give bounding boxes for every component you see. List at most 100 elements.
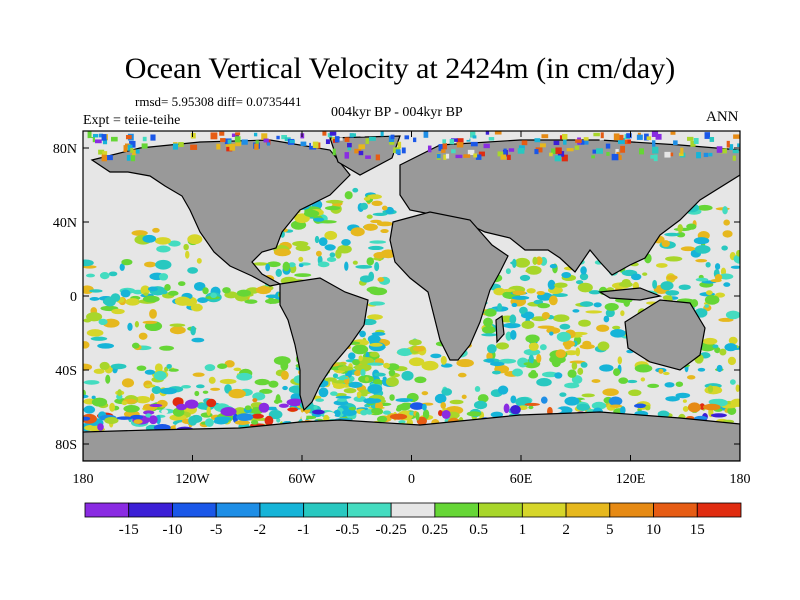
velocity-blob xyxy=(661,240,670,248)
arctic-noise-cell xyxy=(574,145,580,150)
velocity-blob xyxy=(370,219,382,224)
velocity-blob xyxy=(599,364,614,372)
velocity-blob xyxy=(217,363,228,369)
velocity-blob xyxy=(434,393,447,404)
velocity-blob xyxy=(723,282,731,287)
velocity-blob xyxy=(332,373,339,379)
velocity-blob xyxy=(176,403,188,411)
velocity-blob xyxy=(665,290,680,296)
velocity-blob xyxy=(119,263,125,271)
velocity-blob xyxy=(528,371,539,379)
velocity-blob xyxy=(564,350,579,356)
velocity-blob xyxy=(655,263,668,268)
velocity-blob xyxy=(640,377,646,382)
velocity-blob xyxy=(562,340,575,348)
velocity-blob xyxy=(541,371,559,378)
arctic-noise-cell xyxy=(494,131,502,135)
velocity-blob xyxy=(602,388,619,397)
velocity-blob xyxy=(301,411,307,422)
velocity-blob xyxy=(665,396,680,402)
colorbar-swatch xyxy=(346,502,392,518)
velocity-blob xyxy=(110,293,121,302)
velocity-blob xyxy=(325,199,344,204)
velocity-blob xyxy=(699,403,705,410)
velocity-blob xyxy=(282,261,291,272)
velocity-blob xyxy=(596,324,610,332)
arctic-noise-cell xyxy=(617,155,622,161)
arctic-noise-cell xyxy=(693,137,699,144)
colorbar-label: 5 xyxy=(606,522,614,538)
arctic-noise-cell xyxy=(549,152,553,157)
velocity-blob xyxy=(252,398,258,403)
velocity-blob xyxy=(408,357,425,367)
velocity-blob xyxy=(657,410,670,418)
velocity-blob xyxy=(363,397,378,404)
arctic-noise-cell xyxy=(652,140,656,147)
arctic-noise-cell xyxy=(729,144,734,151)
velocity-blob xyxy=(83,341,90,349)
velocity-blob xyxy=(619,406,626,415)
arctic-noise-cell xyxy=(360,131,365,137)
velocity-blob xyxy=(332,380,348,384)
velocity-blob xyxy=(581,393,595,398)
velocity-blob xyxy=(185,250,190,259)
velocity-blob xyxy=(86,329,104,337)
velocity-blob xyxy=(396,348,413,357)
velocity-blob xyxy=(352,359,360,366)
velocity-blob xyxy=(697,367,706,372)
velocity-blob xyxy=(151,386,162,395)
velocity-blob xyxy=(704,294,720,305)
velocity-blob xyxy=(158,273,169,281)
velocity-blob xyxy=(336,376,349,380)
velocity-blob xyxy=(83,318,92,323)
velocity-blob xyxy=(371,332,386,336)
lon-tick-label: 60W xyxy=(288,472,316,487)
velocity-blob xyxy=(202,390,209,394)
velocity-blob xyxy=(591,379,601,383)
velocity-blob xyxy=(519,274,531,282)
velocity-blob xyxy=(156,414,161,425)
arctic-noise-cell xyxy=(441,149,446,153)
velocity-blob xyxy=(723,219,730,226)
arctic-noise-cell xyxy=(466,138,471,142)
velocity-blob xyxy=(613,368,621,377)
velocity-blob xyxy=(148,415,158,425)
velocity-blob xyxy=(121,400,128,406)
velocity-blob xyxy=(559,392,567,397)
velocity-blob xyxy=(510,404,521,415)
velocity-blob xyxy=(335,395,352,399)
velocity-blob xyxy=(593,302,602,308)
velocity-blob xyxy=(497,385,509,395)
arctic-noise-band xyxy=(87,131,740,162)
velocity-blob xyxy=(298,256,304,262)
velocity-blob xyxy=(266,261,281,268)
velocity-blob xyxy=(385,377,399,387)
velocity-blob xyxy=(144,261,156,268)
arctic-noise-cell xyxy=(344,137,350,142)
velocity-blob xyxy=(376,415,388,423)
velocity-blob xyxy=(348,381,363,388)
arctic-noise-cell xyxy=(196,131,203,136)
velocity-blob xyxy=(366,214,373,219)
velocity-blob xyxy=(482,325,496,334)
velocity-blob xyxy=(275,268,282,277)
arctic-noise-cell xyxy=(219,131,225,136)
arctic-noise-cell xyxy=(190,144,198,150)
arctic-noise-cell xyxy=(664,151,671,158)
velocity-blob xyxy=(194,390,200,397)
map-panel xyxy=(83,131,740,461)
arctic-noise-cell xyxy=(470,131,476,138)
velocity-blob xyxy=(149,393,155,402)
arctic-noise-cell xyxy=(651,131,659,137)
velocity-blob xyxy=(210,292,217,299)
arctic-noise-cell xyxy=(498,151,504,156)
velocity-blob xyxy=(388,369,396,376)
arctic-noise-cell xyxy=(365,155,371,159)
velocity-blob xyxy=(487,344,497,354)
velocity-blob xyxy=(84,424,100,431)
velocity-blob xyxy=(481,333,498,337)
velocity-blob xyxy=(383,362,391,369)
velocity-blob xyxy=(105,374,111,384)
velocity-blob xyxy=(174,296,191,306)
velocity-blob xyxy=(687,402,701,413)
